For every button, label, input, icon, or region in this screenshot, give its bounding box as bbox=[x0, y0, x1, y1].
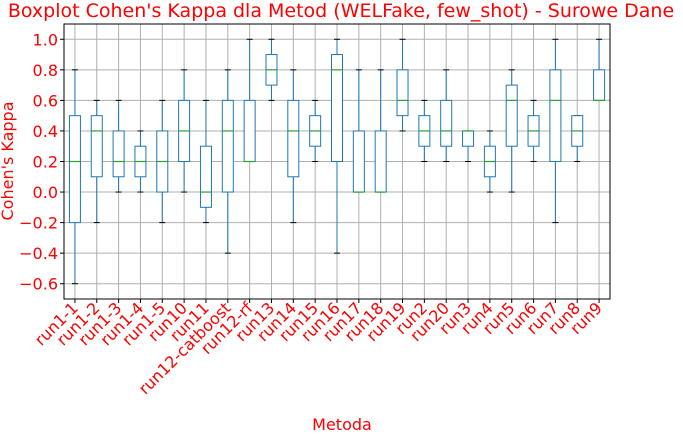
y-tick-label: 1.0 bbox=[33, 30, 58, 49]
iqr-box bbox=[593, 69, 606, 101]
box-run10 bbox=[178, 69, 191, 193]
box-run14 bbox=[287, 69, 300, 224]
box-series bbox=[68, 38, 606, 285]
y-tick-label: 0.4 bbox=[33, 122, 58, 141]
x-axis-label: Metoda bbox=[312, 415, 372, 434]
box-run18 bbox=[374, 69, 387, 193]
box-run2 bbox=[418, 99, 431, 162]
iqr-box bbox=[374, 130, 387, 193]
box-run1-5 bbox=[156, 99, 169, 224]
box-run3 bbox=[462, 130, 475, 162]
y-tick-label: 0.6 bbox=[33, 91, 58, 110]
y-tick-label: 0.0 bbox=[33, 183, 58, 202]
iqr-box bbox=[199, 145, 212, 208]
chart-title: Boxplot Cohen's Kappa dla Metod (WELFake… bbox=[8, 0, 674, 22]
y-axis-label: Cohen's Kappa bbox=[0, 101, 17, 220]
box-run20 bbox=[440, 69, 453, 162]
box-run7 bbox=[549, 38, 562, 224]
box-run11 bbox=[199, 99, 212, 224]
box-run5 bbox=[505, 69, 518, 193]
box-run17 bbox=[352, 69, 365, 193]
box-run6 bbox=[527, 99, 540, 162]
y-tick-label: −0.6 bbox=[19, 275, 58, 294]
x-axis: run1-1run1-2run1-3run1-4run1-5run10run11… bbox=[31, 298, 606, 398]
iqr-box bbox=[331, 54, 343, 162]
iqr-box bbox=[243, 99, 256, 162]
iqr-box bbox=[221, 99, 234, 193]
iqr-box bbox=[440, 99, 453, 147]
iqr-box bbox=[462, 130, 475, 147]
y-tick-label: 0.8 bbox=[33, 61, 58, 80]
box-run9 bbox=[593, 38, 606, 101]
box-run1-4 bbox=[134, 130, 147, 193]
box-run12-catboost bbox=[221, 69, 234, 254]
y-tick-label: 0.2 bbox=[33, 153, 58, 172]
y-tick-label: −0.4 bbox=[19, 244, 58, 263]
iqr-box bbox=[112, 130, 125, 178]
iqr-box bbox=[68, 115, 81, 224]
box-run1-3 bbox=[112, 99, 125, 193]
iqr-box bbox=[287, 99, 300, 178]
iqr-box bbox=[505, 84, 518, 147]
box-run15 bbox=[309, 99, 322, 162]
y-axis: −0.6 −0.4 −0.2 0.0 0.2 0.4 0.6 0.8 1.0 bbox=[19, 30, 64, 294]
iqr-box bbox=[352, 130, 365, 193]
iqr-box bbox=[90, 115, 103, 178]
box-run1-2 bbox=[90, 99, 103, 224]
box-run16 bbox=[331, 38, 343, 254]
box-run4 bbox=[483, 130, 496, 193]
box-run12-rf bbox=[243, 38, 256, 163]
y-tick-label: −0.2 bbox=[19, 214, 58, 233]
box-run13 bbox=[265, 38, 278, 101]
iqr-box bbox=[396, 69, 409, 117]
box-run8 bbox=[571, 115, 584, 162]
box-run1-1 bbox=[68, 69, 81, 285]
box-run19 bbox=[396, 38, 409, 132]
iqr-box bbox=[549, 69, 562, 162]
plot-frame bbox=[63, 23, 611, 300]
